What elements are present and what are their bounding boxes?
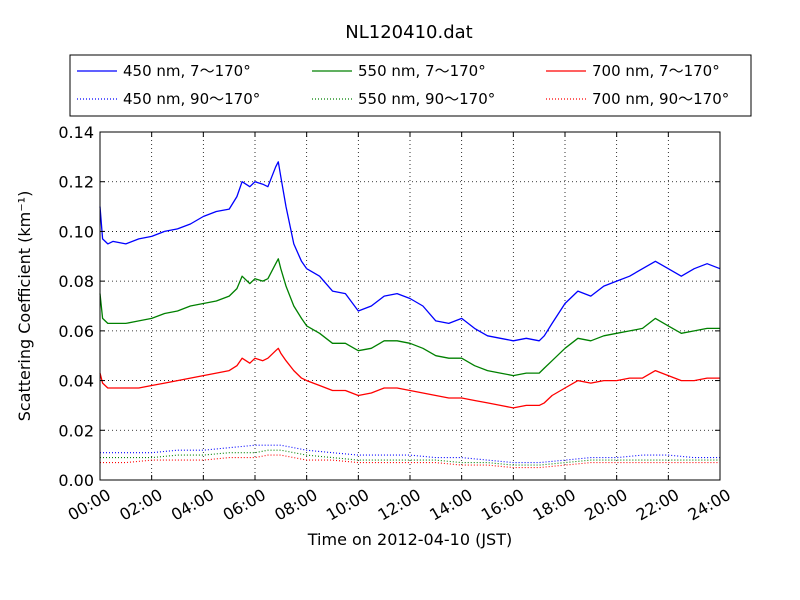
y-tick-label: 0.04 bbox=[58, 372, 94, 391]
x-ticks: 00:00 02:00 04:00 06:00 08:00 10:00 12:00 14:00… bbox=[65, 132, 734, 525]
y-tick-label: 0.00 bbox=[58, 471, 94, 490]
legend-label: 700 nm, 90～170° bbox=[592, 90, 729, 108]
y-ticks: 0.00 0.02 0.04 0.06 0.08 0.10 0.12 0.14 bbox=[58, 123, 720, 490]
legend-label: 450 nm, 7～170° bbox=[123, 62, 251, 80]
series-line bbox=[99, 258, 720, 377]
x-tick-label: 08:00 bbox=[271, 485, 320, 525]
x-tick-label: 10:00 bbox=[323, 485, 372, 525]
legend-box bbox=[69, 54, 752, 117]
x-tick-label: 16:00 bbox=[478, 485, 527, 525]
chart-title: NL120410.dat bbox=[345, 22, 472, 43]
series-line bbox=[100, 454, 720, 469]
x-tick-label: 06:00 bbox=[220, 485, 269, 525]
x-tick-label: 14:00 bbox=[426, 485, 475, 525]
x-tick-label: 24:00 bbox=[685, 485, 734, 525]
y-tick-label: 0.06 bbox=[58, 322, 94, 341]
legend-label: 450 nm, 90～170° bbox=[123, 90, 260, 108]
y-tick-label: 0.14 bbox=[58, 123, 94, 142]
legend: 450 nm, 7～170° 550 nm, 7～170° 700 nm, 7～17… bbox=[69, 54, 752, 117]
x-tick-label: 22:00 bbox=[633, 485, 682, 525]
y-tick-label: 0.02 bbox=[58, 421, 94, 440]
legend-label: 550 nm, 90～170° bbox=[358, 90, 495, 108]
series-line bbox=[99, 161, 721, 342]
y-axis-label: Scattering Coefficient (km⁻¹) bbox=[15, 191, 34, 422]
legend-label: 550 nm, 7～170° bbox=[358, 62, 486, 80]
legend-label: 700 nm, 7～170° bbox=[592, 62, 720, 80]
x-tick-label: 18:00 bbox=[530, 485, 579, 525]
x-tick-label: 04:00 bbox=[168, 485, 217, 525]
x-tick-label: 12:00 bbox=[375, 485, 424, 525]
y-tick-label: 0.10 bbox=[58, 222, 94, 241]
x-axis-label: Time on 2012-04-10 (JST) bbox=[307, 530, 512, 549]
x-tick-label: 00:00 bbox=[65, 485, 114, 525]
x-tick-label: 20:00 bbox=[581, 485, 630, 525]
x-tick-label: 02:00 bbox=[116, 485, 165, 525]
series-layer bbox=[99, 161, 721, 469]
series-line bbox=[99, 347, 720, 409]
y-tick-label: 0.08 bbox=[58, 272, 94, 291]
y-tick-label: 0.12 bbox=[58, 173, 94, 192]
